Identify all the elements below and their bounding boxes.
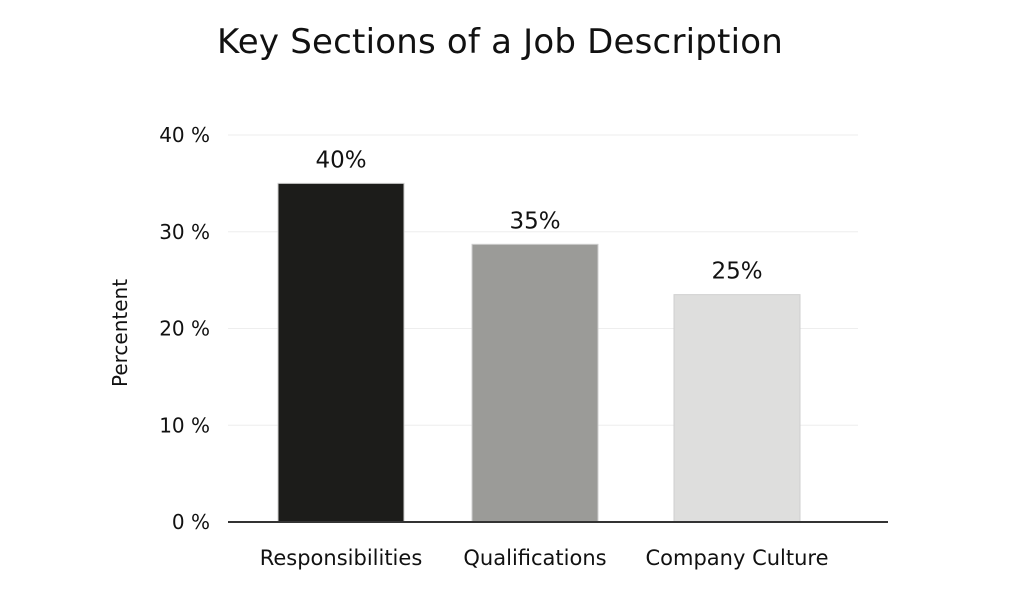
y-tick-label: 30 %	[159, 220, 210, 244]
y-axis-label: Percentent	[108, 279, 132, 387]
data-labels: 40% 35% 25%	[315, 147, 762, 284]
y-axis-ticks: 0 % 10 % 20 % 30 % 40 %	[159, 123, 210, 534]
x-tick-label: Qualifications	[463, 546, 606, 570]
chart-title: Key Sections of a Job Description	[217, 22, 783, 62]
bar	[673, 294, 801, 523]
data-label: 35%	[509, 208, 560, 234]
y-tick-label: 40 %	[159, 123, 210, 147]
x-axis-ticks: Responsibilities Qualifications Company Cu…	[260, 546, 829, 570]
y-tick-label: 0 %	[172, 510, 210, 534]
bar	[471, 243, 599, 523]
x-tick-label: Company Culture	[645, 546, 828, 570]
data-label: 25%	[711, 259, 762, 285]
data-label: 40%	[315, 147, 366, 173]
bars	[277, 182, 801, 523]
y-tick-label: 20 %	[159, 317, 210, 341]
y-tick-label: 10 %	[159, 413, 210, 437]
x-tick-label: Responsibilities	[260, 546, 423, 570]
bar	[277, 182, 405, 523]
